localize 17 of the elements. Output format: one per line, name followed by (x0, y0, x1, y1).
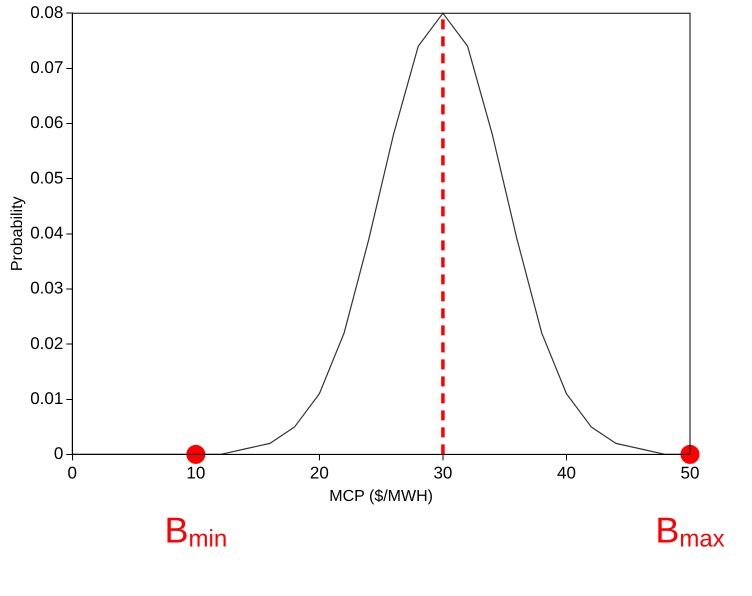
y-tick-label: 0.03 (30, 278, 64, 298)
x-tick-label: 50 (680, 463, 700, 482)
y-tick-label: 0.04 (30, 223, 64, 242)
y-axis-title: Probability (9, 196, 26, 272)
x-tick-label: 30 (433, 463, 452, 482)
x-axis-title: MCP ($/MWH) (329, 488, 433, 505)
y-tick-label: 0.05 (30, 168, 64, 188)
y-tick-label: 0.07 (30, 58, 64, 78)
x-tick-label: 10 (186, 463, 206, 482)
y-tick-label: 0.01 (30, 388, 64, 408)
x-tick-label: 40 (556, 463, 576, 482)
x-tick-label: 20 (310, 463, 329, 482)
x-tick-label: 0 (68, 463, 78, 482)
y-tick-label: 0 (54, 444, 64, 464)
y-tick-label: 0.06 (30, 113, 64, 132)
y-tick-label: 0.08 (30, 2, 64, 22)
y-tick-label: 0.02 (30, 334, 64, 353)
